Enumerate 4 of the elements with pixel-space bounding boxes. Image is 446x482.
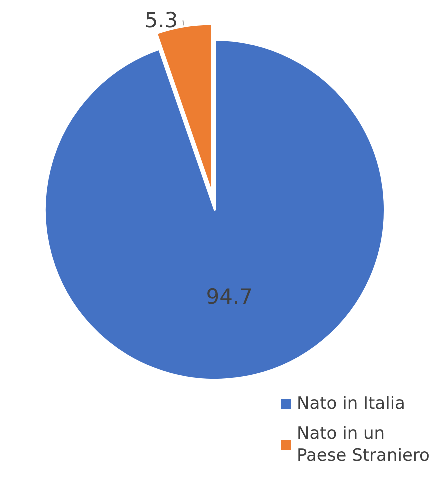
legend-label: Nato in Italia bbox=[297, 394, 406, 414]
data-label: 5.3 bbox=[144, 8, 178, 33]
legend-label: Nato in un Paese Straniero bbox=[297, 424, 430, 466]
data-label: 94.7 bbox=[206, 284, 253, 309]
